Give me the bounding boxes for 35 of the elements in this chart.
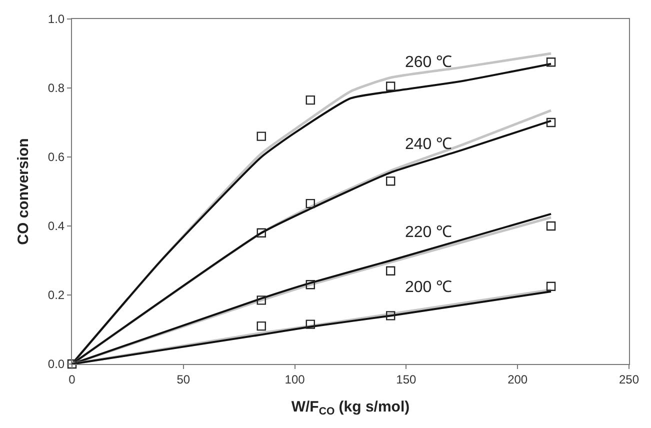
point: [306, 320, 315, 329]
point: [386, 311, 396, 320]
point: [546, 282, 556, 291]
y-tick-label: 0.4: [48, 219, 65, 234]
point: [306, 280, 315, 290]
point: [546, 221, 556, 231]
point: [386, 266, 396, 276]
point: [306, 95, 315, 105]
x-tick-label: 250: [618, 372, 640, 386]
y-axis-title: CO conversion: [15, 138, 32, 245]
y-tick-label: 1.0: [48, 12, 65, 26]
point: [256, 321, 266, 331]
x-tick-label: 0: [68, 372, 76, 386]
y-tick-label: 0.0: [48, 357, 65, 372]
x-tick-label: 50: [176, 372, 190, 386]
point: [386, 82, 396, 91]
x-tick-label: 150: [396, 372, 417, 386]
point: [306, 198, 315, 208]
series-label: 240 ℃: [405, 136, 452, 153]
point: [256, 228, 266, 238]
point: [67, 359, 77, 369]
series-label: 200 ℃: [405, 279, 452, 296]
y-tick-label: 0.2: [48, 288, 65, 302]
point: [386, 176, 396, 186]
point: [256, 296, 266, 305]
point: [546, 118, 556, 128]
y-tick-label: 0.6: [48, 150, 65, 164]
point: [546, 58, 556, 67]
x-axis-title: W/F$_{CO}$ (kg s/mol): [291, 398, 410, 418]
x-tick-label: 200: [508, 372, 528, 386]
series-label: 220 ℃: [405, 224, 452, 241]
y-tick-label: 0.8: [48, 81, 65, 96]
x-tick-label: 100: [284, 372, 306, 386]
point: [256, 132, 266, 141]
series-label: 260 ℃: [405, 54, 452, 71]
